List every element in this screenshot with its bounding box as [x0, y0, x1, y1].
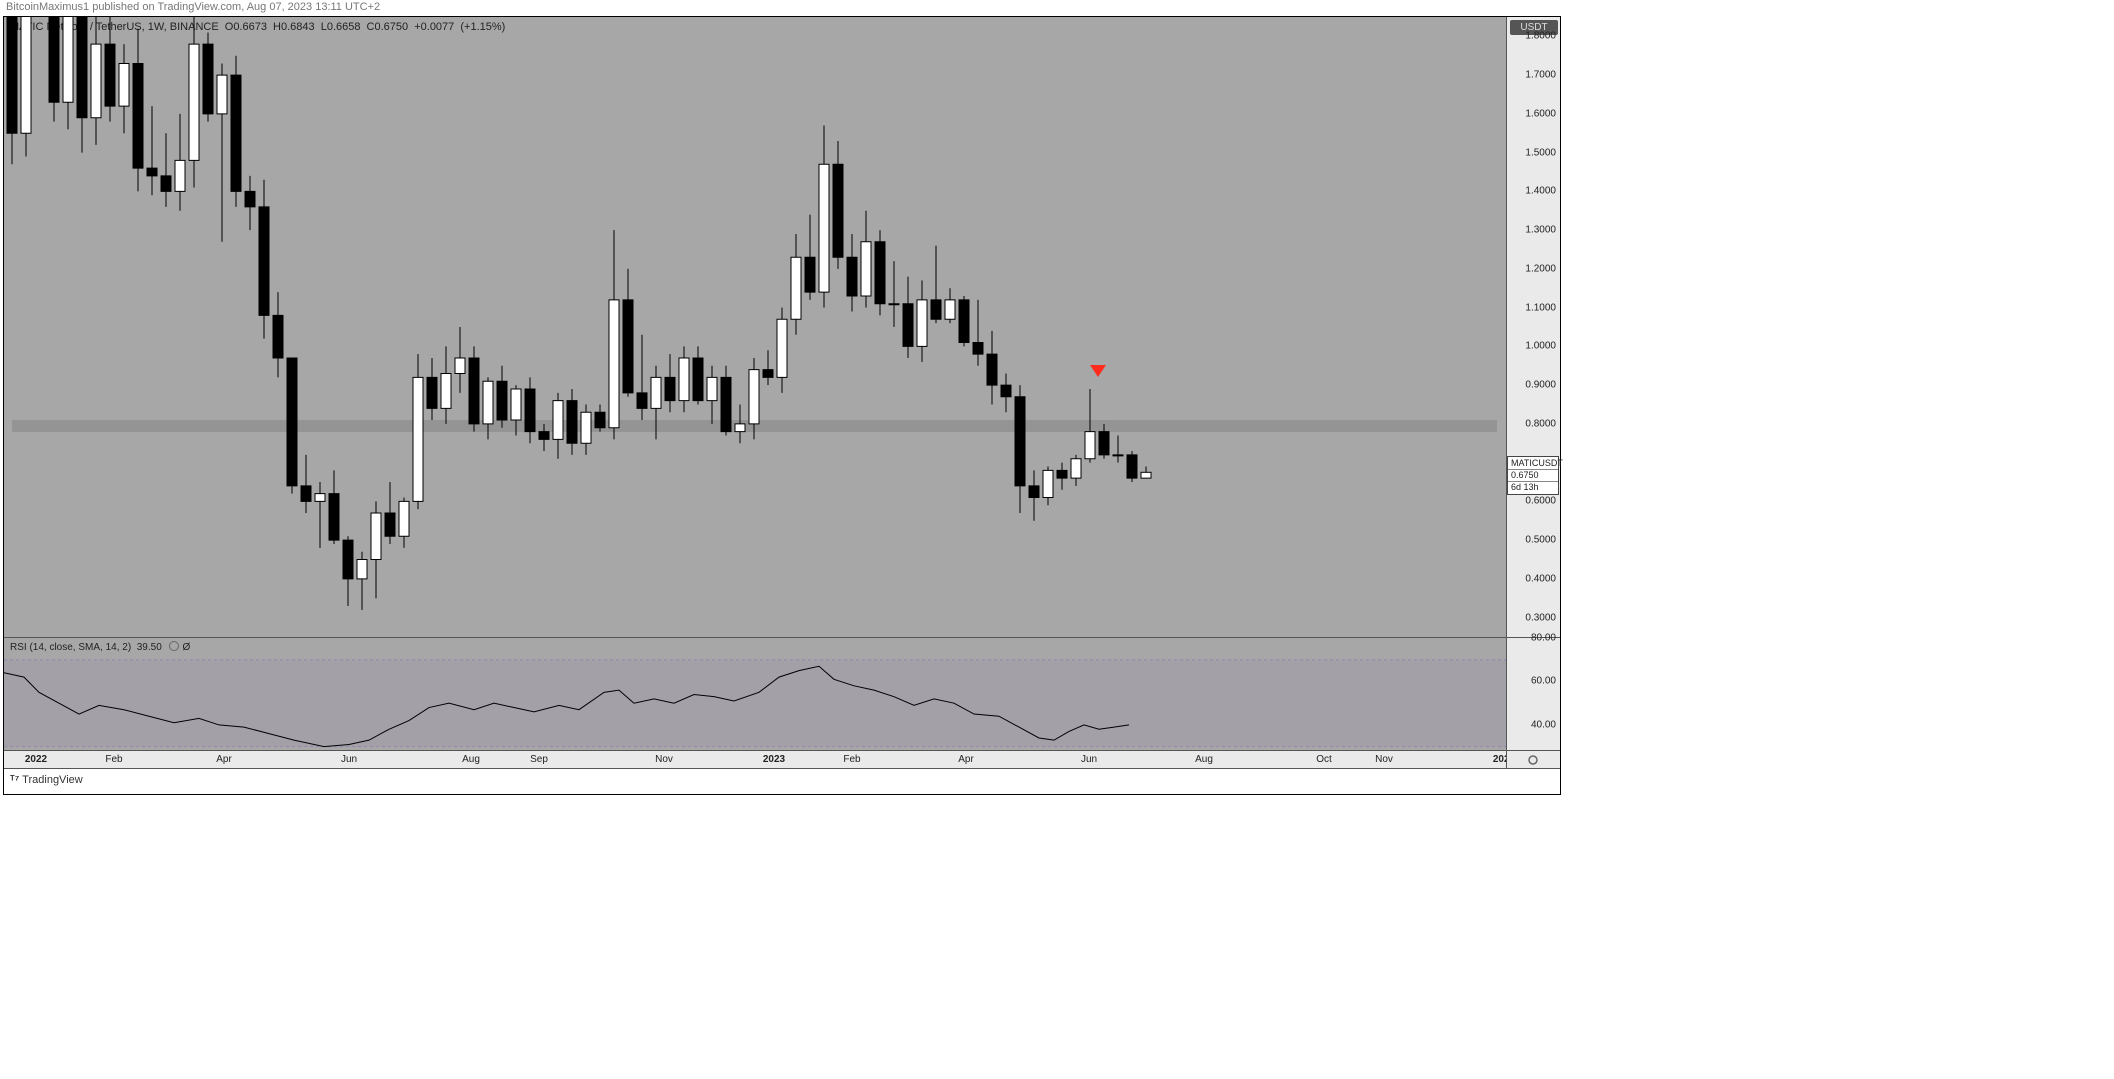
time-axis[interactable]: 2022 Feb Apr Jun Aug Sep Nov 2023 Feb Apr Jun Aug Oc… — [4, 750, 1507, 769]
rsi-chart — [4, 638, 1507, 751]
sell-arrow-icon — [1090, 365, 1106, 377]
price-pane[interactable]: MATIC Network / TetherUS, 1W, BINANCE O0… — [4, 17, 1507, 637]
price-tick: 0.6000 — [1525, 496, 1556, 507]
time-tick: Aug — [1195, 754, 1213, 765]
time-tick: Apr — [958, 754, 974, 765]
rsi-pane[interactable]: RSI (14, close, SMA, 14, 2) 39.50 Ø — [4, 637, 1507, 751]
price-tick: 1.2000 — [1525, 263, 1556, 274]
price-tick: 1.6000 — [1525, 108, 1556, 119]
rsi-tick: 40.00 — [1531, 719, 1556, 730]
candlestick-chart — [4, 17, 1507, 637]
price-tick: 1.7000 — [1525, 70, 1556, 81]
rsi-tick: 60.00 — [1531, 676, 1556, 687]
publish-line: BitcoinMaximus1 published on TradingView… — [6, 1, 380, 13]
time-tick: 2023 — [763, 754, 785, 765]
price-axis[interactable]: USDT 1.80001.70001.60001.50001.40001.300… — [1506, 17, 1560, 637]
time-tick: Sep — [530, 754, 548, 765]
time-tick: Jun — [1081, 754, 1097, 765]
time-tick: Feb — [105, 754, 122, 765]
time-tick: Apr — [216, 754, 232, 765]
time-tick: Aug — [462, 754, 480, 765]
price-tick: 0.3000 — [1525, 612, 1556, 623]
price-tick: 1.8000 — [1525, 31, 1556, 42]
price-tick: 0.4000 — [1525, 573, 1556, 584]
gear-icon — [1507, 751, 1560, 769]
time-tick: Oct — [1316, 754, 1332, 765]
time-tick: Nov — [655, 754, 673, 765]
price-tick: 0.9000 — [1525, 380, 1556, 391]
price-tick: 1.5000 — [1525, 147, 1556, 158]
time-axis-settings[interactable] — [1506, 750, 1560, 769]
footer: ᵀ⁷ TradingView — [4, 768, 1560, 794]
price-tick: 1.1000 — [1525, 302, 1556, 313]
price-tick: 1.0000 — [1525, 341, 1556, 352]
rsi-tick: 80.00 — [1531, 633, 1556, 644]
rsi-axis[interactable]: 80.0060.0040.00 — [1506, 637, 1560, 751]
chart-frame: BitcoinMaximus1 published on TradingView… — [0, 0, 1564, 798]
price-tick: 0.8000 — [1525, 418, 1556, 429]
chart-area: MATIC Network / TetherUS, 1W, BINANCE O0… — [3, 16, 1561, 795]
time-tick: Feb — [843, 754, 860, 765]
price-tick: 0.5000 — [1525, 535, 1556, 546]
time-tick: Jun — [341, 754, 357, 765]
price-tick: 1.3000 — [1525, 225, 1556, 236]
tradingview-logo: ᵀ⁷ TradingView — [10, 774, 83, 786]
time-tick: 2022 — [25, 754, 47, 765]
time-tick: Nov — [1375, 754, 1393, 765]
price-tick: 1.4000 — [1525, 186, 1556, 197]
current-price-box: MATICUSDT0.67506d 13h — [1507, 456, 1559, 494]
